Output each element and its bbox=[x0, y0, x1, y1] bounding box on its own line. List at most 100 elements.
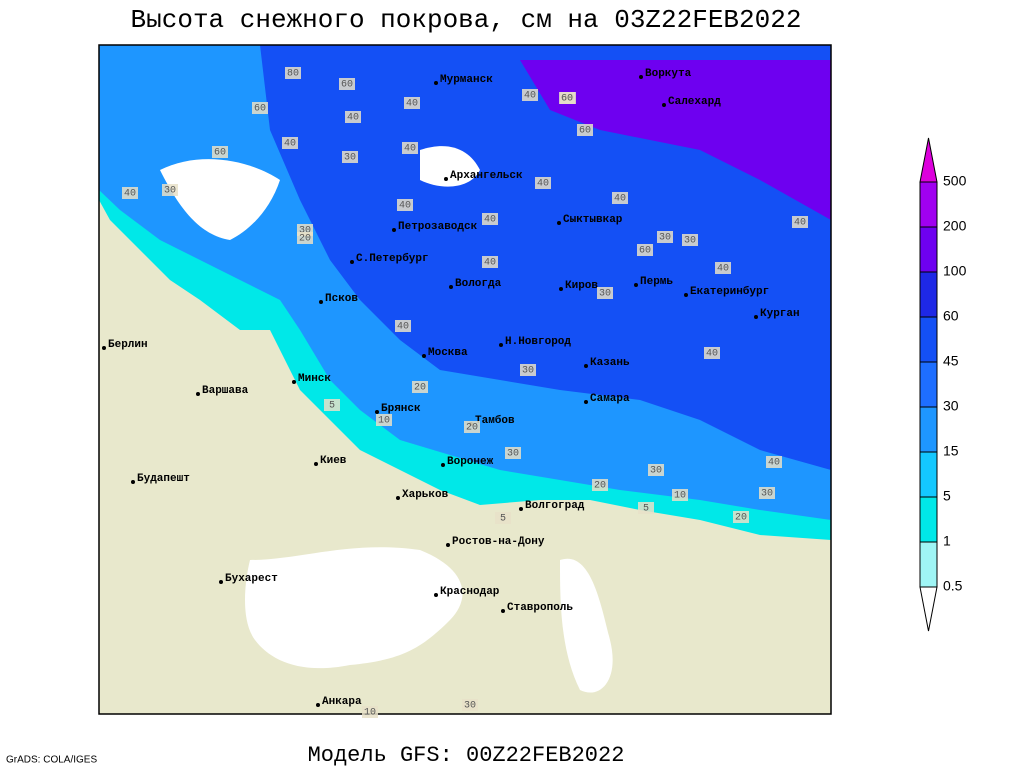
city-dot bbox=[434, 81, 438, 85]
city-label: Киров bbox=[565, 280, 598, 292]
city-label: Брянск bbox=[381, 403, 421, 415]
contour-label-box bbox=[522, 89, 538, 101]
city-dot bbox=[196, 392, 200, 396]
contour-label: 10 bbox=[364, 708, 376, 719]
legend-swatch bbox=[919, 496, 938, 543]
contour-label: 20 bbox=[414, 383, 426, 394]
contour-label-box bbox=[404, 97, 420, 109]
white-sea bbox=[420, 146, 480, 187]
contour-label: 30 bbox=[344, 153, 356, 164]
contour-label: 30 bbox=[299, 226, 311, 237]
contour-label-box bbox=[395, 320, 411, 332]
legend-label: 15 bbox=[943, 443, 959, 459]
contour-label: 20 bbox=[466, 423, 478, 434]
city-label: Пермь bbox=[640, 276, 673, 288]
city-label: Н.Новгород bbox=[505, 336, 571, 348]
city-label: Вологда bbox=[455, 278, 502, 290]
city-dot bbox=[375, 410, 379, 414]
city-dot bbox=[662, 103, 666, 107]
contour-label: 80 bbox=[287, 69, 299, 80]
city-dot bbox=[441, 463, 445, 467]
contour-label-box bbox=[412, 381, 428, 393]
city-label: Екатеринбург bbox=[690, 285, 769, 298]
contour-label: 40 bbox=[706, 349, 718, 360]
city-dot bbox=[754, 315, 758, 319]
contour-label: 60 bbox=[561, 94, 573, 105]
city-label: Киев bbox=[320, 455, 347, 467]
contour-label: 40 bbox=[794, 218, 806, 229]
contour-label: 40 bbox=[284, 139, 296, 150]
contour-label-box bbox=[672, 489, 688, 501]
contour-label-box bbox=[402, 142, 418, 154]
city-label: Воронеж bbox=[447, 456, 494, 468]
contour-label-box bbox=[759, 487, 775, 499]
contour-label-box bbox=[122, 187, 138, 199]
contour-label: 5 bbox=[329, 401, 335, 412]
city-label: Москва bbox=[428, 347, 468, 359]
contour-label: 30 bbox=[464, 701, 476, 712]
legend-label: 200 bbox=[943, 218, 967, 234]
contour-label-box bbox=[397, 199, 413, 211]
contour-label-box bbox=[252, 102, 268, 114]
contour-label: 60 bbox=[579, 126, 591, 137]
legend-swatch bbox=[919, 316, 938, 363]
city-dot bbox=[684, 293, 688, 297]
contour-label: 60 bbox=[639, 246, 651, 257]
map-frame bbox=[98, 44, 832, 715]
contour-label: 40 bbox=[124, 189, 136, 200]
legend-label: 60 bbox=[943, 308, 959, 324]
legend-label: 5 bbox=[943, 488, 951, 504]
city-dot bbox=[634, 283, 638, 287]
contour-label: 30 bbox=[684, 236, 696, 247]
footer: Модель GFS: 00Z22FEB2022 bbox=[308, 743, 625, 768]
city-label: Архангельск bbox=[450, 170, 523, 182]
city-label: Волгоград bbox=[525, 500, 585, 512]
legend-swatch bbox=[919, 226, 938, 273]
contour-label: 60 bbox=[341, 80, 353, 91]
contour-label: 40 bbox=[717, 264, 729, 275]
contour-label-box bbox=[577, 124, 593, 136]
contour-label: 10 bbox=[674, 491, 686, 502]
legend-swatch bbox=[919, 541, 938, 588]
black-sea bbox=[245, 547, 463, 669]
city-dot bbox=[584, 400, 588, 404]
contour-label-box bbox=[342, 151, 358, 163]
contour-label: 40 bbox=[614, 194, 626, 205]
snow-very-deep bbox=[520, 60, 831, 220]
contour-label: 40 bbox=[484, 258, 496, 269]
contour-label: 40 bbox=[524, 91, 536, 102]
contour-label-box bbox=[715, 262, 731, 274]
contour-label-box bbox=[212, 146, 228, 158]
city-dot bbox=[434, 593, 438, 597]
contour-label: 40 bbox=[406, 99, 418, 110]
city-label: С.Петербург bbox=[356, 252, 429, 265]
city-dot bbox=[396, 496, 400, 500]
city-dot bbox=[319, 300, 323, 304]
contour-label-box bbox=[297, 232, 313, 244]
contour-label: 60 bbox=[214, 148, 226, 159]
legend-swatch bbox=[919, 361, 938, 408]
city-dot bbox=[519, 507, 523, 511]
city-dot bbox=[292, 380, 296, 384]
contour-label: 5 bbox=[500, 514, 506, 525]
city-label: Бухарест bbox=[225, 573, 278, 585]
contour-label: 40 bbox=[404, 144, 416, 155]
contour-label-box bbox=[324, 399, 340, 411]
city-dot bbox=[350, 260, 354, 264]
city-dot bbox=[501, 609, 505, 613]
city-label: Варшава bbox=[202, 385, 249, 397]
city-dot bbox=[102, 346, 106, 350]
legend-swatch bbox=[919, 586, 938, 632]
contour-label-box bbox=[282, 137, 298, 149]
city-dot bbox=[584, 364, 588, 368]
contour-label: 5 bbox=[643, 504, 649, 515]
contour-label: 60 bbox=[254, 104, 266, 115]
contour-label-box bbox=[792, 216, 808, 228]
contour-label-box bbox=[482, 256, 498, 268]
city-dot bbox=[131, 480, 135, 484]
legend-label: 0.5 bbox=[943, 578, 963, 594]
city-dot bbox=[499, 343, 503, 347]
contour-label-box bbox=[733, 511, 749, 523]
contour-label-box bbox=[505, 447, 521, 459]
